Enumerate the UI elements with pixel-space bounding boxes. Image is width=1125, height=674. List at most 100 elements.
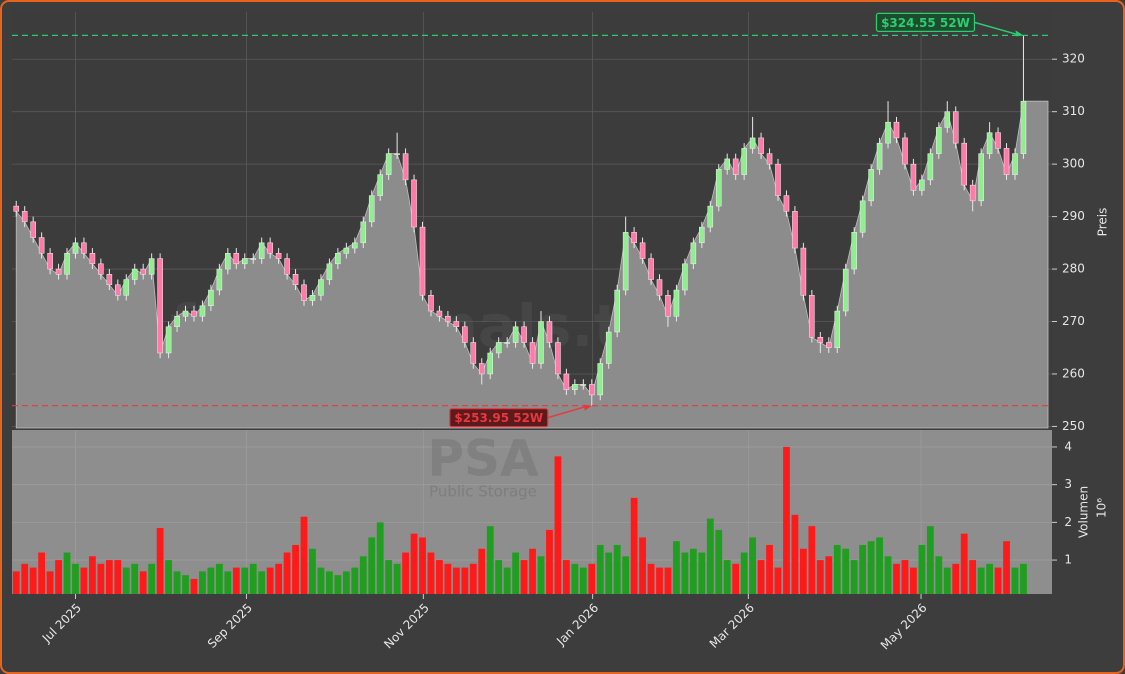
candle-body [538, 321, 544, 364]
volume-bar [757, 560, 765, 594]
volume-bar [605, 552, 613, 594]
candle-body [724, 158, 731, 170]
volume-bar [309, 548, 316, 594]
volume-bar [935, 556, 943, 594]
volume-bar [368, 537, 376, 594]
volume-bar [1020, 563, 1027, 594]
candle-body [318, 279, 324, 296]
y-tick-label: 280 [1062, 262, 1085, 276]
volume-bar [816, 560, 824, 594]
y-tick-label: 250 [1062, 419, 1085, 433]
volume-bar [884, 556, 892, 594]
candle-body [445, 316, 451, 322]
volume-bar [588, 563, 596, 594]
volume-bar [376, 522, 384, 594]
volume-bar [444, 563, 452, 594]
candle-body [199, 305, 206, 317]
volume-bar [867, 541, 875, 594]
candle-body [639, 242, 646, 259]
candle-body [572, 384, 578, 390]
volume-bar [850, 560, 858, 594]
candle-body [123, 279, 130, 296]
candle-body [936, 127, 942, 154]
volume-bar [148, 563, 156, 594]
volume-bar [740, 552, 748, 594]
y-tick-label: 3 [1064, 477, 1072, 491]
candle-body [352, 242, 358, 249]
volume-bar [673, 541, 680, 594]
volume-bar [156, 528, 164, 594]
volume-bar [105, 560, 113, 594]
annotation-label: $253.95 52W [454, 411, 543, 425]
candle-body [622, 232, 629, 291]
candle-body [284, 258, 290, 275]
volume-bar [21, 563, 29, 594]
volume-bar [833, 544, 841, 594]
volume-bar [97, 563, 105, 594]
volume-bar [122, 567, 130, 594]
candle-body [580, 384, 587, 386]
candle-body [927, 153, 934, 181]
volume-bar [571, 563, 579, 594]
volume-bar [774, 567, 782, 594]
candle-body [495, 342, 502, 354]
volume-bar [579, 567, 587, 594]
candle-body [978, 153, 984, 202]
candle-body [614, 289, 620, 333]
annotation-arrowhead [1015, 30, 1024, 37]
candle-body [115, 284, 121, 296]
volume-bar [664, 567, 672, 594]
volume-bar [38, 552, 46, 594]
candle-body [834, 310, 841, 348]
volume-bar [165, 560, 172, 594]
annotation-arrowhead [583, 404, 592, 411]
candle-body [512, 326, 519, 343]
volume-bar [952, 563, 960, 594]
candle-body [182, 310, 189, 317]
volume-bar [766, 544, 773, 594]
candle-body [402, 153, 409, 181]
volume-bar [825, 556, 833, 594]
candle-body [563, 373, 570, 390]
candle-body [758, 137, 764, 154]
candle-body [529, 342, 536, 364]
volume-bar [596, 544, 604, 594]
candle-body [225, 253, 231, 270]
volume-bar [89, 556, 96, 594]
candle-body [208, 289, 214, 307]
volume-bar [495, 560, 503, 594]
volume-bar [182, 575, 189, 594]
volume-bar [486, 526, 494, 594]
volume-bar [622, 556, 630, 594]
y-tick-label: 2 [1064, 515, 1072, 529]
candle-body [817, 336, 824, 343]
volume-bar [749, 537, 756, 594]
volume-bar [334, 575, 342, 594]
volume-bar [114, 560, 122, 594]
volume-bar [317, 567, 325, 594]
volume-bar [554, 456, 562, 594]
volume-bar [918, 544, 926, 594]
candle-body [470, 342, 477, 364]
candle-body [72, 242, 79, 254]
candle-body [301, 284, 307, 301]
candle-body [191, 310, 197, 317]
candle-body [13, 205, 20, 212]
candle-body [462, 326, 468, 343]
candle-body [766, 153, 773, 165]
candle-body [411, 179, 417, 228]
volume-bar [224, 571, 232, 594]
watermark-ticker: PSA [427, 430, 539, 488]
candle-body [89, 253, 96, 265]
volume-bar [232, 567, 240, 594]
candle-body [419, 226, 426, 296]
volume-bar [689, 548, 697, 594]
candle-body [809, 295, 815, 338]
candle-body [309, 295, 316, 301]
volume-bar [901, 560, 909, 594]
volume-bar [986, 563, 993, 594]
volume-bar [351, 567, 359, 594]
volume-bar [199, 571, 206, 594]
candle-body [690, 242, 697, 265]
